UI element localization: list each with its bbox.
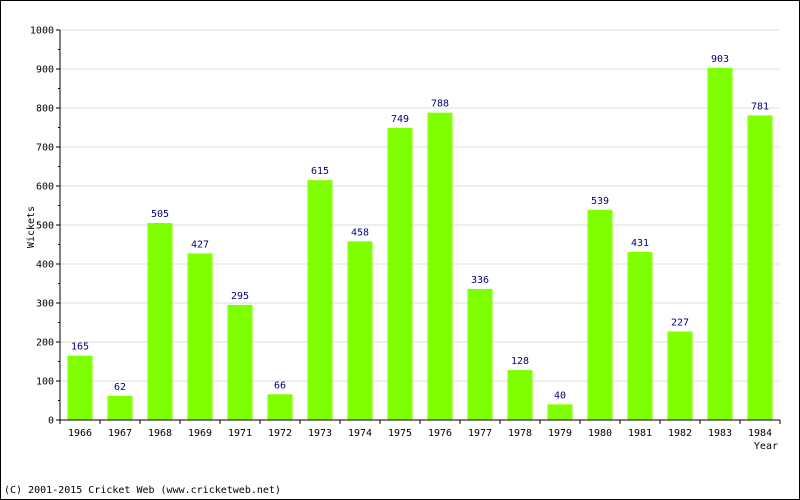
data-label: 227 <box>671 317 689 328</box>
x-tick-label: 1982 <box>668 428 692 439</box>
y-tick-label: 600 <box>36 182 54 193</box>
x-tick-label: 1971 <box>228 428 252 439</box>
y-tick-label: 900 <box>36 65 54 76</box>
bar <box>267 394 293 420</box>
bar <box>147 223 173 420</box>
y-tick-label: 1000 <box>30 26 54 37</box>
data-label: 458 <box>351 227 369 238</box>
bar <box>667 331 693 420</box>
bar <box>627 251 653 420</box>
x-tick-label: 1978 <box>508 428 532 439</box>
data-label: 62 <box>114 382 126 393</box>
data-label: 128 <box>511 356 529 367</box>
y-tick-label: 300 <box>36 299 54 310</box>
data-label: 505 <box>151 209 169 220</box>
bar <box>347 241 373 420</box>
x-axis-title: Year <box>754 441 778 452</box>
data-label: 615 <box>311 166 329 177</box>
x-tick-label: 1984 <box>748 428 772 439</box>
data-label: 788 <box>431 99 449 110</box>
y-axis-title: Wickets <box>26 206 37 248</box>
y-tick-label: 700 <box>36 143 54 154</box>
x-tick-label: 1981 <box>628 428 652 439</box>
data-label: 427 <box>191 239 209 250</box>
bar <box>467 288 493 420</box>
x-tick-label: 1973 <box>308 428 332 439</box>
bar <box>747 115 773 420</box>
x-tick-label: 1974 <box>348 428 372 439</box>
bar <box>107 395 133 420</box>
x-tick-label: 1972 <box>268 428 292 439</box>
x-tick-label: 1976 <box>428 428 452 439</box>
x-tick-label: 1983 <box>708 428 732 439</box>
bar <box>187 253 213 420</box>
data-label: 336 <box>471 275 489 286</box>
data-label: 431 <box>631 238 649 249</box>
x-tick-label: 1969 <box>188 428 212 439</box>
data-label: 903 <box>711 54 729 65</box>
x-tick-label: 1975 <box>388 428 412 439</box>
bar <box>307 180 333 420</box>
data-label: 66 <box>274 380 286 391</box>
bar <box>427 112 453 421</box>
data-label: 781 <box>751 101 769 112</box>
x-tick-label: 1980 <box>588 428 612 439</box>
data-label: 749 <box>391 114 409 125</box>
bar <box>387 127 413 420</box>
y-tick-label: 500 <box>36 221 54 232</box>
bar <box>507 370 533 420</box>
data-label: 165 <box>71 342 89 353</box>
bar <box>587 209 613 420</box>
bar <box>67 355 93 420</box>
x-tick-label: 1977 <box>468 428 492 439</box>
x-tick-label: 1967 <box>108 428 132 439</box>
bar <box>707 67 733 420</box>
data-label: 295 <box>231 291 249 302</box>
bar <box>547 404 573 420</box>
y-tick-label: 0 <box>48 416 54 427</box>
y-tick-label: 800 <box>36 104 54 115</box>
y-tick-label: 100 <box>36 377 54 388</box>
x-tick-label: 1968 <box>148 428 172 439</box>
copyright-footer: (C) 2001-2015 Cricket Web (www.cricketwe… <box>4 485 281 496</box>
data-label: 40 <box>554 390 566 401</box>
y-tick-label: 400 <box>36 260 54 271</box>
bar <box>227 304 253 420</box>
x-tick-label: 1979 <box>548 428 572 439</box>
x-tick-label: 1966 <box>68 428 92 439</box>
y-tick-label: 200 <box>36 338 54 349</box>
data-label: 539 <box>591 196 609 207</box>
